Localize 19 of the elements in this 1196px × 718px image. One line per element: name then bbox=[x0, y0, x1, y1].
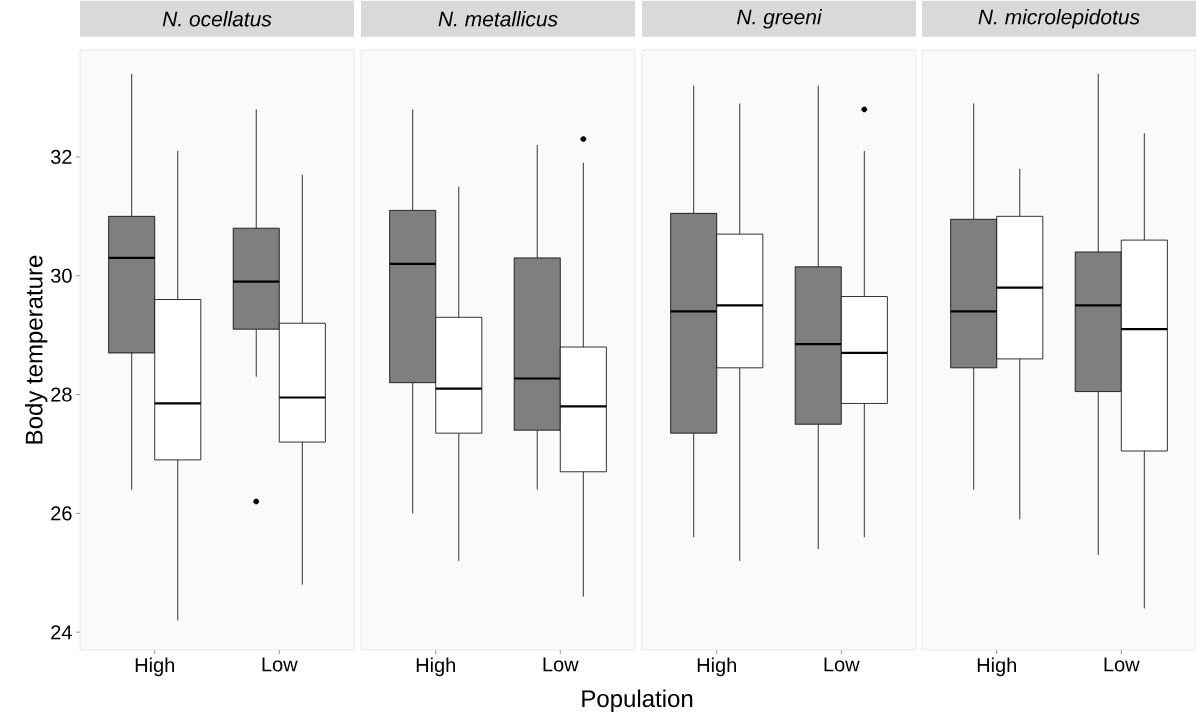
chart-title: N. greeni bbox=[737, 9, 823, 29]
chart-title: N. microlepidotus bbox=[978, 9, 1140, 29]
chart-title: N. metallicus bbox=[438, 11, 558, 27]
chart-title: N. ocellatus bbox=[162, 11, 272, 27]
x-axis-title: Population bbox=[582, 689, 693, 712]
y-tick-label: 26 bbox=[51, 506, 72, 521]
x-tick-label: High bbox=[977, 657, 1016, 677]
x-tick-label: Low bbox=[543, 657, 579, 672]
x-tick-label: Low bbox=[262, 657, 298, 672]
y-tick-label: 24 bbox=[51, 625, 72, 640]
x-tick-label: Low bbox=[1104, 657, 1140, 672]
y-tick-label: 28 bbox=[51, 387, 72, 402]
y-axis-title: Body temperature bbox=[24, 255, 48, 444]
x-tick-label: Low bbox=[824, 657, 860, 672]
x-tick-label: High bbox=[697, 657, 736, 677]
y-tick-label: 30 bbox=[50, 268, 72, 283]
x-tick-label: High bbox=[416, 657, 455, 677]
y-tick-label: 32 bbox=[50, 149, 72, 164]
x-tick-label: High bbox=[135, 657, 174, 677]
